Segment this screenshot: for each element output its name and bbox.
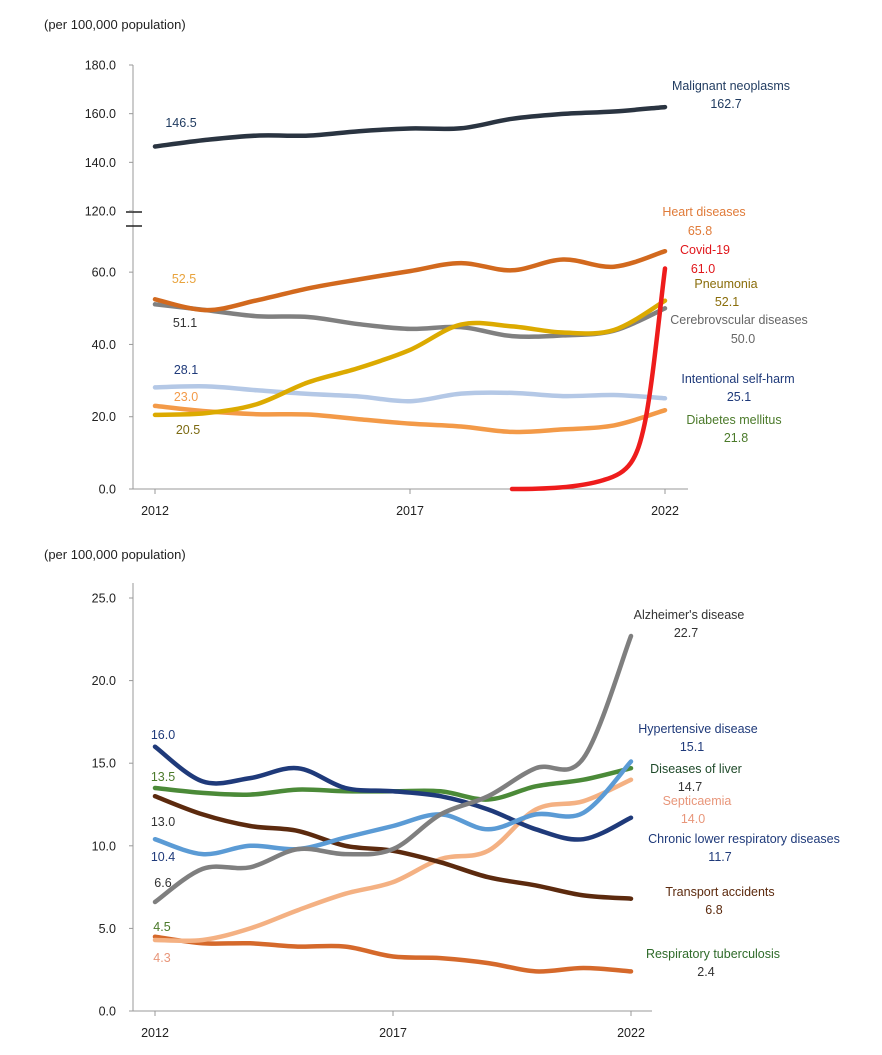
top-y-tick-label: 160.0 — [85, 107, 116, 121]
series-name-septicaemia: Septicaemia — [663, 794, 732, 808]
top-y-tick-label: 140.0 — [85, 156, 116, 170]
series-name-hypertensive-disease: Hypertensive disease — [638, 722, 758, 736]
series-line-malignant-neoplasms — [152, 104, 668, 149]
series-line-covid-19 — [509, 266, 668, 492]
series-line-diabetes-mellitus — [152, 403, 668, 435]
series-line-respiratory-tuberculosis — [152, 934, 634, 974]
bottom-series-group — [152, 633, 634, 974]
end-value-malignant-neoplasms: 162.7 — [710, 97, 741, 111]
series-name-diabetes-mellitus: Diabetes mellitus — [686, 413, 781, 427]
series-name-transport-accidents: Transport accidents — [665, 885, 774, 899]
end-value-heart-diseases: 65.8 — [688, 224, 712, 238]
start-value-cerebrovscular-diseases: 51.1 — [173, 316, 197, 330]
bottom-labels-group: Alzheimer's disease 22.7 6.6 Hypertensive d… — [151, 608, 840, 979]
top-x-tick-label: 2012 — [141, 504, 169, 518]
bottom-x-tick-label: 2012 — [141, 1026, 169, 1040]
series-name-diseases-of-liver: Diseases of liver — [650, 762, 742, 776]
bottom-y-tick-label: 5.0 — [99, 922, 116, 936]
start-value-pneumonia: 20.5 — [176, 423, 200, 437]
top-unit-label: (per 100,000 population) — [44, 17, 186, 32]
bottom-y-tick-label: 15.0 — [92, 757, 116, 771]
top-y-tick-label: 20.0 — [92, 410, 116, 424]
top-y-tick-label: 60.0 — [92, 266, 116, 280]
end-value-respiratory-tuberculosis: 2.4 — [697, 965, 714, 979]
series-name-cerebrovscular-diseases: Cerebrovscular diseases — [670, 313, 808, 327]
end-value-intentional-self-harm: 25.1 — [727, 390, 751, 404]
start-value-diseases-of-liver: 13.5 — [151, 770, 175, 784]
start-value-transport-accidents: 13.0 — [151, 815, 175, 829]
top-x-tick-label: 2017 — [396, 504, 424, 518]
series-line-intentional-self-harm — [152, 384, 668, 404]
bottom-y-tick-label: 20.0 — [92, 674, 116, 688]
bottom-y-tick-label: 0.0 — [99, 1005, 116, 1019]
end-value-chronic-lower-respiratory-diseases: 11.7 — [708, 850, 731, 864]
end-value-diseases-of-liver: 14.7 — [678, 780, 702, 794]
bottom-x-tick-label: 2017 — [379, 1026, 407, 1040]
start-value-chronic-lower-respiratory-diseases: 16.0 — [151, 728, 175, 742]
end-value-covid-19: 61.0 — [691, 262, 715, 276]
series-name-malignant-neoplasms: Malignant neoplasms — [672, 79, 790, 93]
top-labels-group: Malignant neoplasms 162.7 146.5 Heart disea… — [165, 79, 807, 445]
series-line-alzheimer-s-disease — [152, 633, 634, 905]
series-name-covid-19: Covid-19 — [680, 243, 730, 257]
series-line-hypertensive-disease — [152, 759, 634, 857]
top-y-tick-label: 120.0 — [85, 205, 116, 219]
series-name-respiratory-tuberculosis: Respiratory tuberculosis — [646, 947, 780, 961]
start-value-alzheimer-s-disease: 6.6 — [154, 876, 171, 890]
end-value-hypertensive-disease: 15.1 — [680, 740, 704, 754]
end-value-pneumonia: 52.1 — [715, 295, 739, 309]
series-name-heart-diseases: Heart diseases — [662, 205, 745, 219]
series-name-alzheimer-s-disease: Alzheimer's disease — [634, 608, 745, 622]
series-name-pneumonia: Pneumonia — [694, 277, 757, 291]
end-value-cerebrovscular-diseases: 50.0 — [731, 332, 755, 346]
bottom-unit-label: (per 100,000 population) — [44, 547, 186, 562]
series-line-septicaemia — [152, 777, 634, 944]
top-x-tick-label: 2022 — [651, 504, 679, 518]
start-value-diabetes-mellitus: 23.0 — [174, 390, 198, 404]
start-value-intentional-self-harm: 28.1 — [174, 363, 198, 377]
series-line-chronic-lower-respiratory-diseases — [152, 744, 634, 842]
end-value-transport-accidents: 6.8 — [705, 903, 722, 917]
bottom-axes: 0.0 5.0 10.0 15.0 20.0 25.0 2012 2017 2022 — [92, 583, 652, 1040]
top-series-group — [152, 104, 668, 492]
top-y-tick-label: 40.0 — [92, 338, 116, 352]
top-y-tick-label: 0.0 — [99, 483, 116, 497]
series-name-intentional-self-harm: Intentional self-harm — [681, 372, 794, 386]
bottom-y-tick-label: 10.0 — [92, 839, 116, 853]
top-line-chart: (per 100,000 population) 0.0 20.0 40.0 60.0… — [44, 17, 808, 518]
start-value-respiratory-tuberculosis: 4.5 — [153, 920, 170, 934]
start-value-heart-diseases: 52.5 — [172, 272, 196, 286]
end-value-septicaemia: 14.0 — [681, 812, 705, 826]
top-y-tick-label: 180.0 — [85, 59, 116, 73]
series-line-heart-diseases — [152, 248, 668, 313]
series-line-pneumonia — [152, 298, 668, 418]
end-value-alzheimer-s-disease: 22.7 — [674, 626, 698, 640]
bottom-x-tick-label: 2022 — [617, 1026, 645, 1040]
top-axes: 0.0 20.0 40.0 60.0 120.0 140.0 160.0 180.0 2012 2… — [85, 59, 688, 518]
end-value-diabetes-mellitus: 21.8 — [724, 431, 748, 445]
start-value-septicaemia: 4.3 — [153, 951, 170, 965]
bottom-y-tick-label: 25.0 — [92, 592, 116, 606]
start-value-hypertensive-disease: 10.4 — [151, 850, 175, 864]
series-name-chronic-lower-respiratory-diseases: Chronic lower respiratory diseases — [648, 832, 840, 846]
start-value-malignant-neoplasms: 146.5 — [165, 116, 196, 130]
